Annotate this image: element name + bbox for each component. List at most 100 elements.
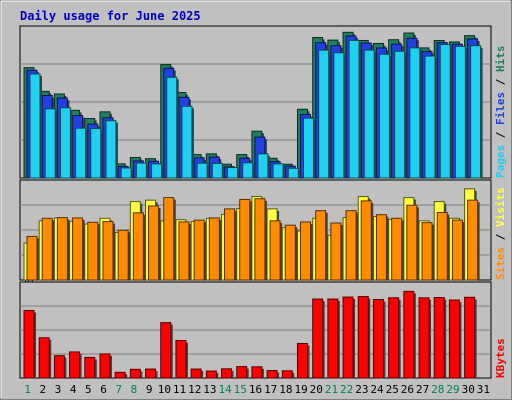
bar-face — [239, 198, 251, 281]
bar-sites-day-25 — [391, 217, 404, 281]
bar-kbytes-day-25 — [388, 297, 401, 379]
bar-face — [56, 217, 68, 281]
x-label-day-28: 28 — [431, 383, 444, 396]
bar-pages-day-22 — [348, 39, 362, 179]
bar-kbytes-day-2 — [38, 337, 52, 379]
bar-sites-day-11 — [178, 221, 191, 281]
bar-face — [394, 50, 406, 179]
x-label-day-19: 19 — [294, 383, 307, 396]
bar-pages-day-11 — [181, 105, 194, 179]
legend-separator: / — [494, 125, 507, 145]
bar-sites-day-15 — [239, 198, 252, 281]
bar-face — [160, 322, 172, 379]
bar-face — [242, 162, 254, 179]
x-label-day-24: 24 — [370, 383, 384, 396]
legend-item-hits: Hits — [494, 46, 507, 73]
bar-face — [148, 205, 160, 281]
x-label-day-25: 25 — [386, 383, 399, 396]
bar-face — [227, 167, 239, 179]
bar-kbytes-day-22 — [342, 296, 356, 379]
x-label-day-22: 22 — [340, 383, 353, 396]
bar-face — [105, 120, 117, 179]
bar-kbytes-day-9 — [145, 368, 158, 379]
bar-pages-day-1 — [29, 73, 42, 179]
x-label-day-4: 4 — [70, 383, 77, 396]
bar-face — [175, 340, 187, 379]
bar-face — [281, 370, 293, 379]
x-label-day-1: 1 — [24, 383, 31, 396]
bar-pages-day-4 — [75, 127, 88, 179]
bar-face — [72, 217, 84, 281]
x-label-day-10: 10 — [158, 383, 171, 396]
bar-sites-day-29 — [451, 219, 465, 281]
bar-pages-day-18 — [287, 167, 301, 179]
x-label-day-17: 17 — [264, 383, 277, 396]
bar-kbytes-day-23 — [357, 296, 371, 379]
bar-face — [163, 197, 175, 281]
x-label-day-13: 13 — [203, 383, 216, 396]
bar-face — [193, 219, 205, 281]
x-label-day-11: 11 — [173, 383, 186, 396]
legend-item-pages: Pages — [494, 145, 507, 178]
bar-pages-day-24 — [378, 53, 392, 179]
bar-pages-day-28 — [439, 44, 453, 179]
bar-face — [41, 217, 53, 281]
bar-face — [448, 299, 460, 379]
bar-face — [436, 211, 448, 281]
bar-face — [391, 217, 403, 281]
bar-sites-day-1 — [26, 235, 39, 281]
chart-panels — [19, 25, 492, 379]
bar-sites-day-27 — [421, 222, 435, 281]
bar-face — [59, 107, 71, 179]
bar-sites-day-6 — [102, 221, 115, 281]
x-label-day-9: 9 — [146, 383, 153, 396]
bar-face — [166, 76, 178, 179]
legend-separator: / — [494, 72, 507, 92]
bar-face — [29, 73, 41, 179]
bar-face — [357, 296, 369, 379]
legend-item-kbytes: KBytes — [494, 338, 507, 378]
bar-sites-day-2 — [41, 217, 55, 281]
x-label-day-23: 23 — [355, 383, 368, 396]
bar-kbytes-day-20 — [312, 298, 325, 379]
bar-sites-day-3 — [56, 217, 70, 281]
x-label-day-5: 5 — [85, 383, 92, 396]
bar-face — [178, 221, 190, 281]
bar-pages-day-29 — [454, 45, 468, 179]
bar-face — [26, 235, 38, 281]
bar-sites-day-12 — [193, 219, 207, 281]
bar-face — [284, 224, 296, 281]
bar-face — [439, 44, 451, 179]
bar-face — [360, 200, 372, 281]
bar-face — [117, 229, 129, 281]
bar-kbytes-day-18 — [281, 370, 295, 379]
bar-pages-day-26 — [409, 47, 422, 179]
bar-face — [44, 108, 56, 179]
chart-title: Daily usage for June 2025 — [20, 9, 201, 23]
bar-pages-day-3 — [59, 107, 73, 179]
bar-face — [151, 163, 163, 179]
bar-face — [38, 337, 50, 379]
legend-separator: / — [494, 227, 507, 247]
bar-face — [257, 153, 269, 179]
bar-face — [120, 167, 132, 179]
panel-middle — [19, 179, 492, 281]
bar-face — [312, 298, 324, 379]
bar-face — [299, 221, 311, 281]
bar-face — [454, 45, 466, 179]
panel-bottom — [19, 281, 492, 379]
x-label-day-3: 3 — [55, 383, 62, 396]
bar-face — [287, 167, 299, 179]
x-label-day-14: 14 — [218, 383, 232, 396]
bar-pages-day-14 — [227, 167, 240, 179]
bar-face — [388, 297, 400, 379]
bar-sites-day-16 — [254, 198, 267, 281]
panel-top — [19, 25, 492, 179]
bar-kbytes-day-30 — [464, 296, 477, 379]
bar-kbytes-day-21 — [327, 298, 340, 379]
bar-face — [208, 217, 220, 281]
x-label-day-16: 16 — [249, 383, 262, 396]
bar-kbytes-day-8 — [129, 368, 143, 379]
legend-middle: Sites / Visits — [494, 187, 507, 280]
